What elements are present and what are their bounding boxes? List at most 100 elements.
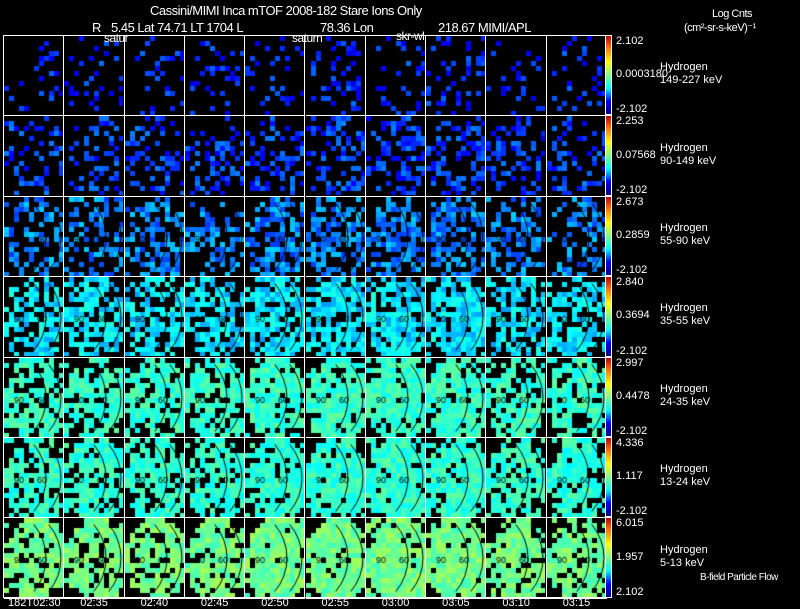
energy-label: 35-55 keV [660,315,711,328]
image-panel [4,196,65,278]
image-panel [124,116,185,197]
plot-title: Cassini/MIMI Inca mTOF 2008-182 Stare Io… [150,3,422,18]
time-label: 02:35 [80,597,108,609]
species-label: Hydrogen [660,141,708,154]
colorbar [605,276,612,357]
colorbar-max: 2.673 [616,195,644,208]
colorbar-max: 2.102 [616,35,644,47]
image-panel [426,438,487,519]
overlay-label: satur [104,31,129,45]
image-panel [365,36,427,117]
colorbar-mid: 0.4478 [616,389,650,402]
colorbar-max: 4.336 [616,437,644,449]
image-panel [64,357,125,438]
image-panel [64,36,125,117]
colorbar [605,517,612,598]
image-panel [546,518,607,599]
image-grid [3,35,607,599]
row-label: Hydrogen 35-55 keV [660,302,710,328]
image-panel [245,36,306,117]
species-label: Hydrogen [660,222,708,234]
image-panel [64,518,125,599]
image-panel [546,196,607,278]
colorbar-min: -2.102 [616,505,648,518]
image-panel [245,438,306,519]
subtitle-position: 5.45 Lat 74.71 LT 1704 L [111,20,244,35]
image-panel [365,518,427,599]
colorbar-max: 2.253 [616,115,644,128]
species-label: Hydrogen [660,382,708,395]
image-panel [305,518,366,599]
colorbar [605,437,612,518]
image-panel [64,277,125,358]
colorbar [605,115,612,196]
species-label: Hydrogen [660,302,708,315]
image-panel [365,116,427,197]
image-panel [546,116,607,197]
row-label: Hydrogen 149-227 keV [660,61,722,87]
colorbar-max: 2.840 [616,276,644,289]
image-panel [426,357,487,438]
colorbar-min: -2.102 [616,103,648,116]
subtitle-lon-value: 218.67 MIMI/APL [438,20,531,35]
image-panel [546,438,607,519]
image-panel [305,357,366,438]
image-panel [546,36,607,117]
image-panel [486,357,547,438]
image-panel [305,36,366,117]
colorbar-mid: 0.0003180 [616,68,668,81]
species-label: Hydrogen [660,463,708,476]
image-panel [486,438,547,519]
image-panel [184,357,246,438]
image-panel [365,277,427,358]
image-panel [184,196,246,278]
image-panel [245,116,306,197]
image-panel [4,438,65,519]
energy-label: 55-90 keV [660,235,711,247]
units-label: Log Cnts [712,8,753,20]
image-panel [124,438,185,519]
image-panel [365,438,427,519]
time-label: 03:05 [442,597,470,609]
species-label: Hydrogen [660,543,708,556]
colorbar-mid: 1.117 [616,470,643,483]
image-panel [546,357,607,438]
image-panel [486,116,547,197]
overlay-label: saturn [292,31,323,45]
units-formula: (cm²-sr-s-keV)⁻¹ [684,22,756,34]
image-panel [245,196,306,278]
image-panel [486,36,547,117]
image-panel [426,277,487,358]
time-label: 03:10 [502,597,530,609]
colorbar-max: 6.015 [616,517,644,530]
time-label: 03:15 [562,597,591,609]
image-panel [245,518,306,599]
energy-label: 90-149 keV [660,154,717,167]
image-panel [245,277,306,358]
overlay-label: skr-wl [396,29,425,43]
time-label: 02:50 [261,597,289,609]
energy-label: 5-13 keV [660,556,705,569]
image-panel [305,277,366,358]
subtitle-r: R [92,20,101,35]
image-panel [184,438,246,519]
colorbar-mid: 0.2859 [616,229,650,241]
colorbar-min: -2.102 [616,183,648,196]
row-label: Hydrogen 55-90 keV [660,222,710,248]
image-panel [305,196,366,278]
image-panel [426,518,487,599]
colorbar-mid: 1.957 [616,550,644,563]
image-panel [184,116,246,197]
subtitle-lon: 78.36 Lon [320,20,374,35]
energy-label: 13-24 keV [660,476,711,489]
image-panel [184,36,246,117]
colorbar [605,356,612,437]
image-panel [426,196,487,278]
legend-label: B-field Particle Flow [700,572,778,583]
image-panel [4,518,65,599]
image-panel [4,357,65,438]
row-label: Hydrogen 13-24 keV [660,463,710,489]
time-label: 03:00 [381,597,410,609]
time-label: 02:55 [321,597,350,609]
image-panel [426,36,487,117]
